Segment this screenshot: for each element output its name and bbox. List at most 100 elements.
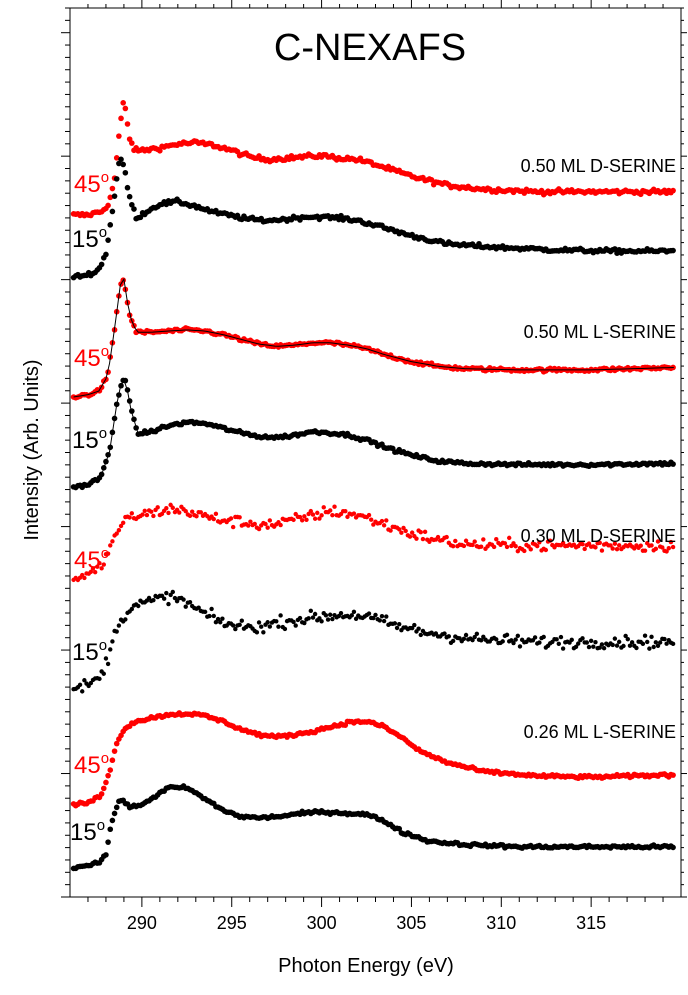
data-point — [157, 147, 163, 154]
data-point — [645, 639, 650, 645]
data-point — [612, 636, 618, 641]
data-point — [453, 538, 458, 544]
panel-label: 0.30 ML D-SERINE — [521, 526, 676, 546]
data-point — [297, 615, 303, 621]
data-point — [368, 517, 374, 522]
angle-value: 45 — [74, 752, 101, 779]
degree-mark: o — [101, 545, 109, 562]
degree-mark: o — [97, 817, 105, 834]
data-point — [103, 779, 109, 786]
data-point — [190, 509, 195, 514]
panel-label: 0.26 ML L-SERINE — [524, 722, 676, 742]
data-point — [113, 176, 120, 182]
data-point — [373, 612, 378, 618]
x-axis-label: Photon Energy (eV) — [278, 955, 454, 977]
angle-value: 15 — [70, 819, 97, 846]
data-point — [308, 608, 314, 614]
data-point — [310, 615, 316, 620]
data-point — [140, 512, 145, 517]
data-point — [246, 523, 251, 528]
data-point — [107, 826, 114, 833]
data-point — [670, 247, 676, 254]
data-point — [108, 647, 113, 652]
data-point — [161, 596, 167, 601]
data-point — [610, 546, 615, 551]
data-point — [124, 184, 131, 191]
data-point — [166, 510, 171, 516]
data-point — [237, 622, 242, 628]
degree-mark: o — [101, 750, 109, 767]
data-point — [142, 508, 147, 514]
data-point — [537, 540, 542, 545]
data-point — [118, 523, 124, 529]
data-point — [105, 661, 111, 667]
data-point — [297, 514, 303, 520]
data-point — [396, 825, 403, 832]
angle-value: 15 — [72, 639, 99, 666]
data-point — [647, 646, 652, 651]
data-point — [116, 528, 122, 533]
angle-label-15: 15o — [72, 425, 107, 454]
data-point — [95, 564, 100, 569]
data-point — [77, 682, 83, 687]
plot-frame — [69, 7, 682, 898]
data-point — [111, 193, 118, 199]
data-point — [109, 817, 116, 824]
data-point — [105, 551, 111, 556]
data-point — [80, 689, 85, 694]
data-point — [627, 643, 633, 648]
data-point — [532, 635, 538, 640]
data-point — [537, 640, 542, 645]
data-point — [110, 639, 115, 644]
axis-ticks: 290 295 300 305 310 315 — [61, 0, 687, 933]
data-point — [233, 626, 238, 632]
data-point — [420, 536, 426, 542]
data-point — [187, 513, 193, 519]
data-point — [653, 546, 659, 552]
data-point — [616, 543, 622, 548]
data-point — [100, 785, 107, 792]
data-point — [366, 611, 372, 616]
data-point — [109, 757, 116, 764]
data-point — [343, 508, 348, 514]
data-point — [254, 630, 260, 635]
data-point — [118, 156, 124, 163]
angle-label-15: 15o — [72, 637, 107, 666]
data-point — [394, 625, 400, 631]
data-point — [109, 185, 116, 192]
chart-title: C-NEXAFS — [274, 27, 466, 69]
data-point — [114, 531, 119, 536]
data-point — [599, 548, 605, 553]
data-point — [625, 636, 631, 642]
data-point — [97, 676, 102, 682]
data-point — [265, 525, 270, 530]
data-point — [670, 641, 676, 647]
data-point — [569, 637, 574, 643]
data-point — [183, 508, 188, 514]
series-45-deg — [71, 502, 676, 583]
data-point — [371, 615, 376, 621]
data-point — [351, 511, 357, 516]
angle-value: 15 — [72, 226, 99, 253]
x-tick-label: 300 — [307, 913, 337, 933]
data-point — [616, 639, 622, 645]
series-15-deg — [70, 377, 676, 491]
data-point — [502, 541, 508, 546]
data-point — [666, 546, 671, 551]
data-point — [556, 641, 561, 646]
data-point — [215, 616, 221, 622]
data-point — [463, 538, 469, 543]
data-point — [122, 105, 129, 112]
data-point — [593, 640, 598, 645]
data-point — [414, 536, 419, 541]
data-point — [660, 545, 665, 550]
data-point — [491, 544, 497, 550]
data-point — [399, 530, 404, 535]
data-point — [304, 517, 309, 523]
degree-mark: o — [99, 425, 107, 442]
data-point — [129, 606, 135, 612]
data-point — [662, 636, 667, 642]
data-point — [442, 631, 447, 636]
angle-value: 45 — [74, 171, 101, 198]
data-point — [120, 161, 126, 168]
